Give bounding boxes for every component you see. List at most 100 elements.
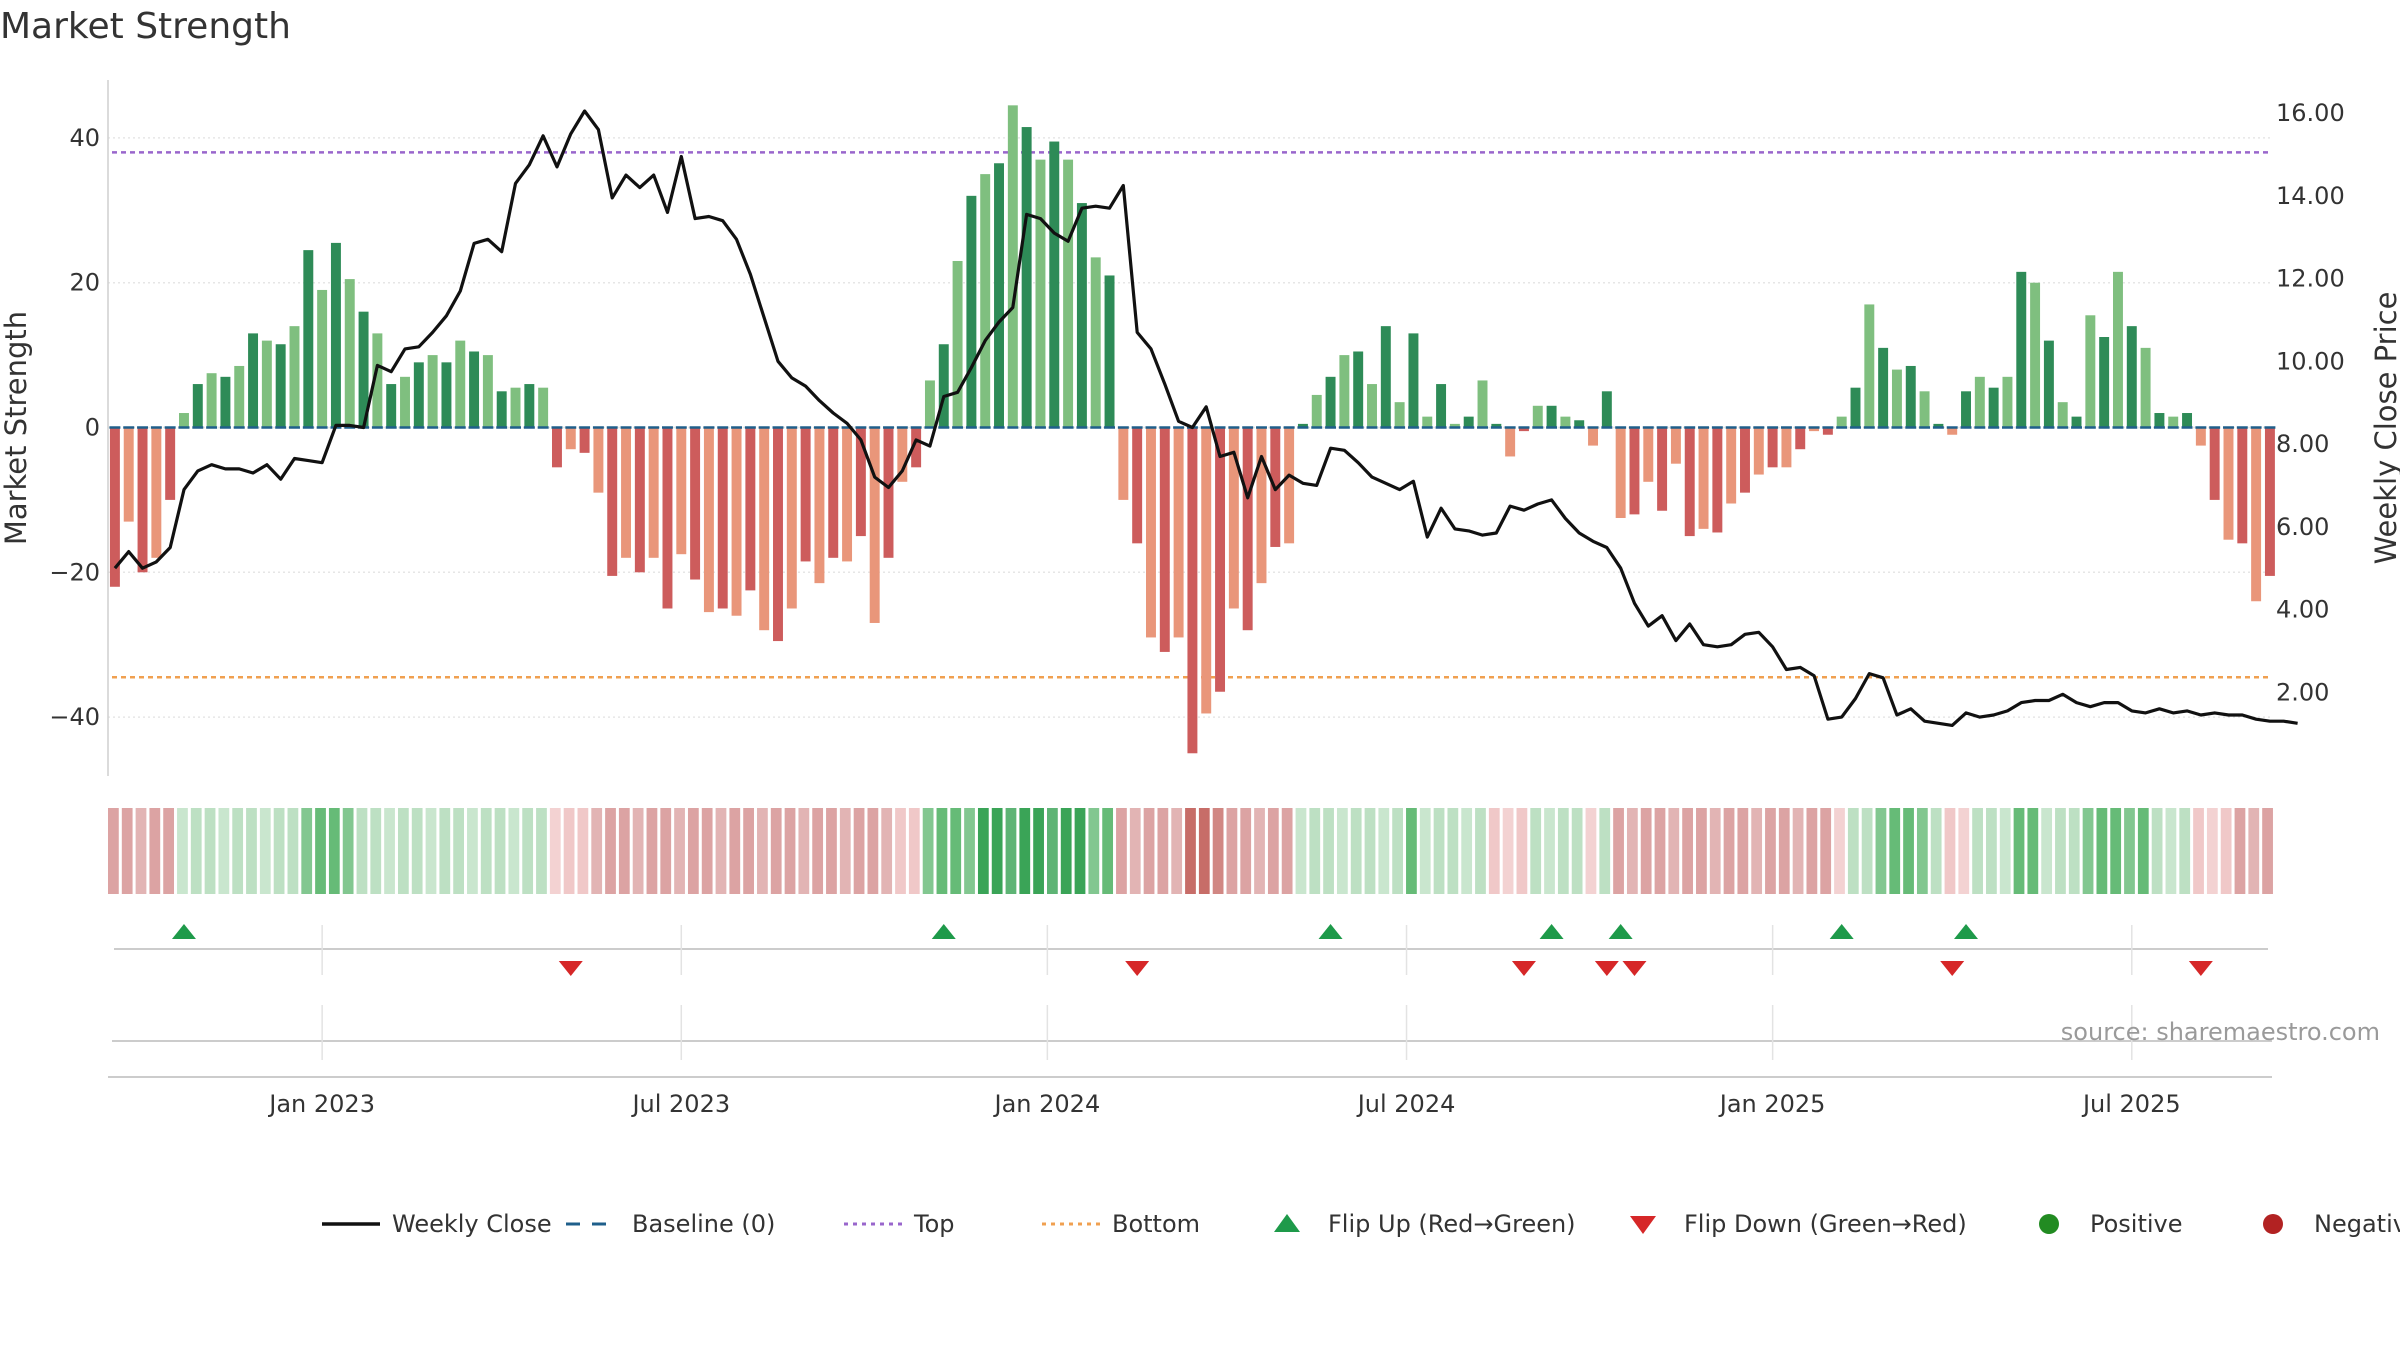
- strength-bar: [1146, 427, 1156, 638]
- band-cell: [1129, 808, 1141, 894]
- strength-bar: [1546, 405, 1557, 428]
- band-cell: [342, 808, 354, 894]
- band-cell: [853, 808, 865, 894]
- band-cell: [2262, 808, 2273, 894]
- band-cell: [1392, 808, 1404, 894]
- strength-bar: [289, 326, 300, 428]
- legend-label: Positive: [2090, 1210, 2183, 1238]
- band-cell: [1198, 808, 1210, 894]
- strength-bar: [2251, 427, 2262, 602]
- strength-bar: [2057, 402, 2068, 428]
- right-tick-label: 8.00: [2276, 430, 2329, 458]
- band-cell: [1640, 808, 1652, 894]
- strength-bar: [731, 427, 742, 616]
- band-cell: [1102, 808, 1114, 894]
- band-cell: [1571, 808, 1583, 894]
- strength-bar: [261, 340, 272, 428]
- band-cell: [991, 808, 1003, 894]
- band-cell: [1585, 808, 1597, 894]
- strength-bar: [662, 427, 673, 609]
- band-cell: [1778, 808, 1790, 894]
- strength-bar: [469, 351, 480, 428]
- legend-swatch-down-triangle: [1630, 1216, 1656, 1234]
- strength-bar: [2043, 340, 2054, 428]
- right-tick-label: 12.00: [2276, 265, 2345, 293]
- strength-bar: [1422, 416, 1433, 428]
- band-cell: [2096, 808, 2108, 894]
- strength-bar: [1505, 427, 1516, 457]
- strength-bar: [1891, 369, 1902, 428]
- strength-bar: [842, 427, 853, 562]
- band-cell: [2179, 808, 2191, 894]
- right-tick-label: 6.00: [2276, 513, 2329, 541]
- right-axis-title: Weekly Close Price: [2369, 292, 2400, 565]
- strength-bar: [1670, 427, 1681, 464]
- band-cell: [1930, 808, 1942, 894]
- legend-swatch-circle: [2039, 1214, 2059, 1234]
- band-cell: [494, 808, 506, 894]
- band-cell: [812, 808, 824, 894]
- left-tick-label: 20: [69, 269, 100, 297]
- legend-label: Baseline (0): [632, 1210, 775, 1238]
- band-cell: [687, 808, 699, 894]
- band-cell: [425, 808, 437, 894]
- strength-bar: [358, 311, 369, 428]
- strength-bar: [1118, 427, 1129, 500]
- strength-bar: [1463, 416, 1474, 428]
- band-cell: [1958, 808, 1970, 894]
- band-cell: [1834, 808, 1845, 894]
- right-tick-label: 14.00: [2276, 182, 2345, 210]
- strength-bar: [1477, 380, 1488, 428]
- right-tick-label: 16.00: [2276, 99, 2345, 127]
- legend-label: Weekly Close: [392, 1210, 552, 1238]
- strength-bar: [1809, 427, 1820, 432]
- legend-label: Bottom: [1112, 1210, 1200, 1238]
- strength-bar: [1629, 427, 1640, 515]
- x-tick-label: Jan 2024: [993, 1090, 1101, 1118]
- band-cell: [370, 808, 382, 894]
- band-cell: [2137, 808, 2149, 894]
- band-cell: [1654, 808, 1666, 894]
- strength-bar: [248, 333, 259, 428]
- strength-bar: [455, 340, 466, 428]
- band-cell: [1502, 808, 1514, 894]
- strength-bar: [952, 260, 963, 428]
- strength-bar: [2002, 376, 2013, 428]
- strength-bar: [1339, 355, 1350, 428]
- strength-bar: [1753, 427, 1764, 475]
- strength-bar: [2071, 416, 2082, 428]
- strength-bar: [1353, 351, 1364, 428]
- band-cell: [922, 808, 934, 894]
- x-tick-label: Jan 2025: [1718, 1090, 1826, 1118]
- right-tick-label: 2.00: [2276, 678, 2329, 706]
- strength-bar: [137, 427, 148, 573]
- band-cell: [1212, 808, 1224, 894]
- strength-bar: [1201, 427, 1212, 714]
- strength-bar: [496, 391, 507, 428]
- strength-bar: [911, 427, 922, 468]
- strength-bar: [1781, 427, 1792, 468]
- strength-bar: [372, 333, 383, 428]
- strength-bar: [1228, 427, 1239, 609]
- strength-bar: [703, 427, 714, 613]
- band-cell: [660, 808, 672, 894]
- strength-bar: [234, 365, 245, 428]
- strength-bar: [1698, 427, 1709, 529]
- band-cell: [1999, 808, 2011, 894]
- band-cell: [2151, 808, 2163, 894]
- legend-swatch-circle: [2263, 1214, 2283, 1234]
- band-cell: [1696, 808, 1707, 894]
- strength-bar: [1132, 427, 1143, 544]
- flip-down-marker: [1940, 961, 1965, 976]
- band-cell: [2124, 808, 2135, 894]
- flip-down-marker: [1125, 961, 1150, 976]
- strength-bar: [386, 384, 397, 428]
- strength-bar: [814, 427, 825, 584]
- strength-bar: [883, 427, 894, 558]
- band-cell: [2220, 808, 2232, 894]
- band-cell: [1336, 808, 1348, 894]
- strength-bar: [773, 427, 783, 642]
- band-cell: [1323, 808, 1334, 894]
- band-cell: [701, 808, 713, 894]
- band-cell: [1281, 808, 1293, 894]
